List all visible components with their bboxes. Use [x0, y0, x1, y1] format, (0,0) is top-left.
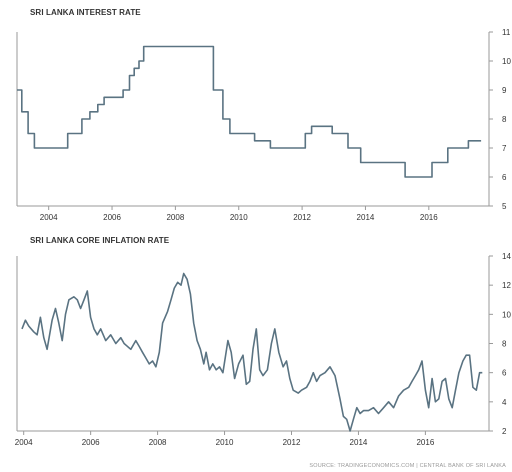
core-inflation-x-tick-label: 2006	[82, 438, 100, 447]
core-inflation-y-tick-label: 14	[502, 252, 511, 261]
core-inflation-y-tick-label: 2	[502, 427, 507, 436]
interest-rate-y-tick-label: 8	[502, 115, 507, 124]
core-inflation-x-tick-label: 2004	[15, 438, 33, 447]
core-inflation-x-tick-label: 2008	[149, 438, 167, 447]
interest-rate-x-tick-label: 2012	[293, 213, 311, 222]
interest-rate-x-tick-label: 2008	[166, 213, 184, 222]
interest-rate-y-tick-label: 6	[502, 173, 507, 182]
interest-rate-y-tick-label: 5	[502, 202, 507, 211]
core-inflation-y-tick-label: 8	[502, 340, 507, 349]
core-inflation-chart-title: SRI LANKA CORE INFLATION RATE	[30, 236, 170, 245]
interest-rate-chart-title: SRI LANKA INTEREST RATE	[30, 8, 141, 17]
core-inflation-x-tick-label: 2014	[350, 438, 368, 447]
interest-rate-x-tick-label: 2004	[40, 213, 58, 222]
interest-rate-x-tick-label: 2006	[103, 213, 121, 222]
core-inflation-x-tick-label: 2012	[283, 438, 301, 447]
interest-rate-x-tick-label: 2016	[420, 213, 438, 222]
core-inflation-x-tick-label: 2016	[416, 438, 434, 447]
core-inflation-series-line	[21, 272, 483, 432]
core-inflation-y-tick-label: 12	[502, 281, 511, 290]
interest-rate-x-tick-label: 2010	[230, 213, 248, 222]
interest-rate-x-tick-label: 2014	[357, 213, 375, 222]
interest-rate-y-tick-label: 10	[502, 57, 511, 66]
core-inflation-x-tick-label: 2010	[216, 438, 234, 447]
interest-rate-y-tick-label: 11	[502, 28, 511, 37]
core-inflation-y-tick-label: 4	[502, 398, 507, 407]
source-attribution: SOURCE: TRADINGECONOMICS.COM | CENTRAL B…	[309, 463, 506, 469]
interest-rate-y-tick-label: 9	[502, 86, 507, 95]
core-inflation-y-tick-label: 6	[502, 369, 507, 378]
interest-rate-chart: 2004 2006 2008 2010 2012 2014 2016 5 6 7 8 9 10 11	[16, 28, 511, 222]
core-inflation-y-tick-label: 10	[502, 310, 511, 319]
interest-rate-series-line	[17, 45, 482, 178]
interest-rate-y-tick-label: 7	[502, 144, 507, 153]
